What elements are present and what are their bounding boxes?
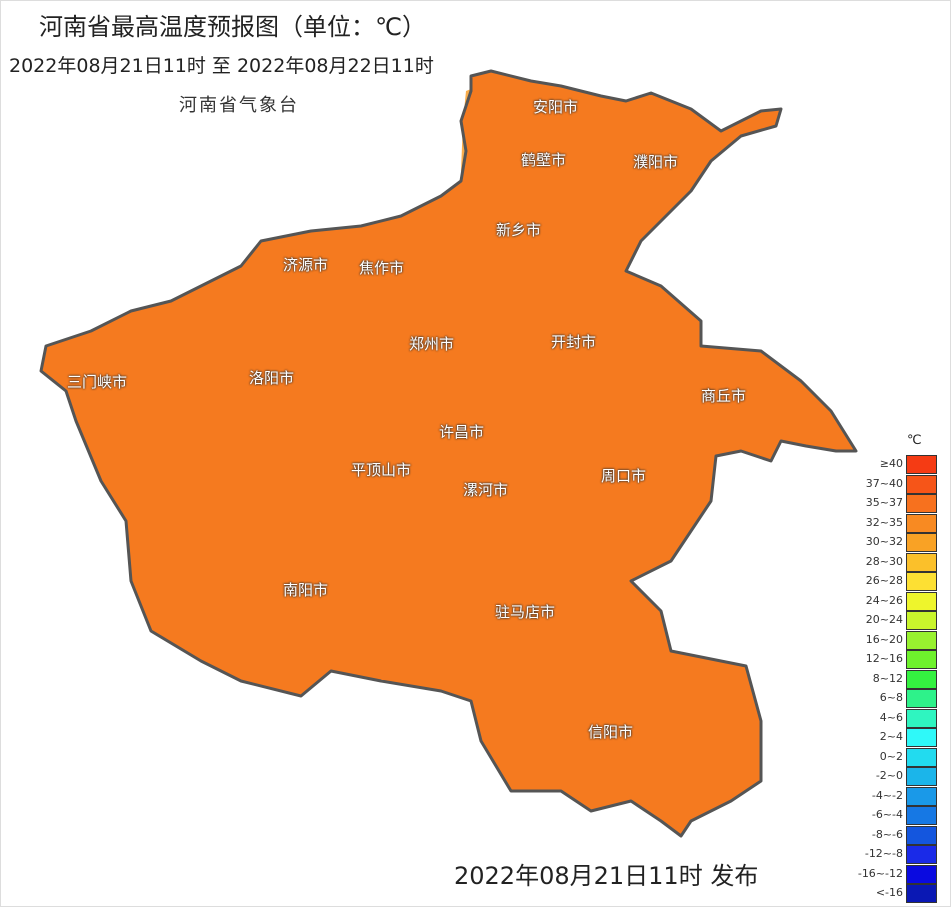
- legend-item: 20~24: [841, 611, 939, 631]
- legend-swatch: [906, 884, 937, 903]
- legend-label: 28~30: [865, 554, 903, 568]
- legend-swatch: [906, 728, 937, 747]
- legend-item: -8~-6: [841, 825, 939, 846]
- legend-label: 30~32: [865, 535, 903, 548]
- legend-item: <-16: [841, 884, 939, 904]
- city-label: 商丘市: [701, 387, 747, 405]
- city-label: 洛阳市: [249, 369, 295, 387]
- legend-swatch: [906, 786, 937, 806]
- legend-swatch: [906, 708, 937, 728]
- legend-label: 24~26: [865, 593, 903, 607]
- legend-item: -16~-12: [841, 864, 939, 885]
- legend-item: 32~35: [841, 513, 939, 534]
- legend-label: -6~-4: [871, 808, 903, 821]
- legend-item: 28~30: [841, 552, 939, 573]
- legend-swatch: [906, 650, 937, 669]
- legend-swatch: [906, 825, 937, 845]
- legend-label: 26~28: [865, 574, 903, 587]
- legend-swatch: [906, 689, 937, 708]
- legend-item: 16~20: [841, 630, 939, 651]
- legend-item: 8~12: [841, 669, 939, 690]
- legend-item: -6~-4: [841, 806, 939, 826]
- legend-swatch: [906, 767, 937, 786]
- city-label: 开封市: [551, 333, 597, 351]
- legend-label: 2~4: [879, 730, 903, 743]
- legend-item: 6~8: [841, 689, 939, 709]
- legend-item: 12~16: [841, 650, 939, 670]
- legend-item: 35~37: [841, 494, 939, 514]
- legend-label: -16~-12: [857, 866, 903, 880]
- legend-unit: ℃: [907, 433, 922, 448]
- legend-item: 24~26: [841, 591, 939, 612]
- legend-swatch: [906, 474, 937, 494]
- legend-item: ≥40: [841, 455, 939, 475]
- legend-label: 35~37: [865, 496, 903, 509]
- legend-item: 2~4: [841, 728, 939, 748]
- legend-swatch: [906, 533, 937, 552]
- city-label: 周口市: [601, 467, 647, 485]
- legend-item: -2~0: [841, 767, 939, 787]
- city-label: 信阳市: [588, 723, 634, 741]
- legend-item: 4~6: [841, 708, 939, 729]
- legend-item: 26~28: [841, 572, 939, 592]
- issue-time: 2022年08月21日11时 发布: [454, 862, 759, 890]
- legend-label: 37~40: [865, 476, 903, 490]
- city-label: 许昌市: [439, 423, 485, 441]
- legend-label: -2~0: [875, 769, 903, 782]
- legend-swatch: [906, 494, 937, 513]
- legend-label: 8~12: [872, 671, 903, 685]
- city-label: 平顶山市: [351, 461, 412, 479]
- legend-label: <-16: [875, 886, 903, 899]
- legend-swatch: [906, 630, 937, 650]
- city-label: 濮阳市: [633, 153, 679, 171]
- legend-label: ≥40: [879, 457, 903, 470]
- legend-item: 0~2: [841, 747, 939, 768]
- legend-item: -12~-8: [841, 845, 939, 865]
- map-title: 河南省最高温度预报图（单位：℃）: [39, 13, 426, 41]
- legend-label: 12~16: [865, 652, 903, 665]
- legend-swatch: [906, 611, 937, 630]
- legend-swatch: [906, 591, 937, 611]
- legend-swatch: [906, 669, 937, 689]
- city-label: 三门峡市: [67, 373, 128, 391]
- legend-label: 16~20: [865, 632, 903, 646]
- legend-label: 6~8: [879, 691, 903, 704]
- forecast-period: 2022年08月21日11时 至 2022年08月22日11时: [9, 55, 434, 77]
- city-label: 焦作市: [359, 259, 405, 277]
- legend-label: -8~-6: [871, 827, 903, 841]
- legend-label: 20~24: [865, 613, 903, 626]
- legend-item: 30~32: [841, 533, 939, 553]
- legend-swatch: [906, 572, 937, 591]
- legend-swatch: [906, 864, 937, 884]
- legend-swatch: [906, 806, 937, 825]
- agency-name: 河南省气象台: [179, 95, 299, 116]
- legend-swatch: [906, 513, 937, 533]
- legend-item: -4~-2: [841, 786, 939, 807]
- city-label: 新乡市: [496, 221, 542, 239]
- city-label: 济源市: [283, 256, 329, 274]
- legend-swatch: [906, 845, 937, 864]
- legend-item: 37~40: [841, 474, 939, 495]
- city-label: 郑州市: [409, 335, 455, 353]
- legend-label: -12~-8: [864, 847, 903, 860]
- legend-label: 4~6: [879, 710, 903, 724]
- city-label: 南阳市: [283, 581, 329, 599]
- legend-swatch: [906, 552, 937, 572]
- legend-swatch: [906, 455, 937, 474]
- city-label: 驻马店市: [495, 603, 556, 621]
- legend-label: 32~35: [865, 515, 903, 529]
- city-label: 安阳市: [533, 98, 579, 116]
- city-label: 鹤壁市: [521, 151, 567, 169]
- legend-label: 0~2: [879, 749, 903, 763]
- legend-label: -4~-2: [871, 788, 903, 802]
- legend-swatch: [906, 747, 937, 767]
- city-label: 漯河市: [463, 481, 509, 499]
